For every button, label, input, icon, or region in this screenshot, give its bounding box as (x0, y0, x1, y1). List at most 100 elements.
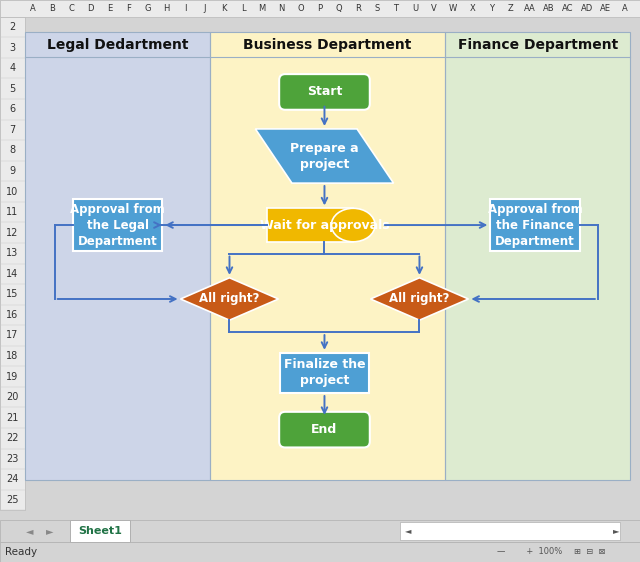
Text: ◄: ◄ (405, 527, 412, 536)
Text: 23: 23 (6, 454, 19, 464)
Text: 12: 12 (6, 228, 19, 238)
Text: Approval from
the Legal
Department: Approval from the Legal Department (70, 202, 165, 247)
Bar (25, 32, 209, 57)
Text: M: M (259, 4, 266, 13)
Bar (209, 32, 445, 481)
Text: 17: 17 (6, 330, 19, 341)
Bar (0, 542, 640, 562)
Text: 14: 14 (6, 269, 19, 279)
Text: 10: 10 (6, 187, 19, 197)
Polygon shape (371, 278, 468, 320)
Text: AB: AB (543, 4, 554, 13)
Text: U: U (412, 4, 418, 13)
Text: A: A (30, 4, 36, 13)
Text: Y: Y (489, 4, 494, 13)
Bar (209, 32, 445, 57)
Text: X: X (469, 4, 475, 13)
Text: ►: ► (46, 526, 54, 536)
Text: AD: AD (580, 4, 593, 13)
Text: AA: AA (524, 4, 536, 13)
Bar (73, 199, 163, 251)
Text: Prepare a
project: Prepare a project (290, 142, 359, 170)
Bar (445, 32, 630, 57)
Text: Start: Start (307, 85, 342, 98)
Polygon shape (180, 278, 278, 320)
Text: 22: 22 (6, 433, 19, 443)
Bar (25, 32, 209, 481)
Text: 9: 9 (10, 166, 15, 176)
Text: E: E (107, 4, 112, 13)
Text: Ready: Ready (5, 547, 37, 557)
Text: ◄: ◄ (26, 526, 34, 536)
Text: 4: 4 (10, 63, 15, 73)
Bar (0, 17, 25, 510)
Text: W: W (449, 4, 457, 13)
Text: Q: Q (335, 4, 342, 13)
Text: 18: 18 (6, 351, 19, 361)
Text: F: F (126, 4, 131, 13)
Text: P: P (317, 4, 322, 13)
Text: 7: 7 (10, 125, 15, 135)
Text: Business Department: Business Department (243, 38, 412, 52)
Text: All right?: All right? (199, 292, 260, 306)
Text: 21: 21 (6, 413, 19, 423)
Text: AE: AE (600, 4, 611, 13)
Text: 20: 20 (6, 392, 19, 402)
Text: All right?: All right? (389, 292, 450, 306)
Bar (209, 32, 445, 481)
Bar (280, 353, 369, 393)
FancyBboxPatch shape (279, 74, 370, 110)
Text: A: A (622, 4, 628, 13)
Text: Legal Dedartment: Legal Dedartment (47, 38, 188, 52)
Text: 16: 16 (6, 310, 19, 320)
Text: 2: 2 (10, 22, 15, 32)
Bar (25, 32, 630, 57)
Text: —        +  100%: — + 100% (497, 547, 563, 556)
Bar (267, 209, 353, 242)
Text: 19: 19 (6, 371, 19, 382)
Bar (400, 522, 620, 540)
Text: ►: ► (612, 527, 620, 536)
Text: J: J (204, 4, 206, 13)
Text: ⊞  ⊟  ⊠: ⊞ ⊟ ⊠ (574, 547, 605, 556)
Ellipse shape (332, 209, 375, 242)
FancyBboxPatch shape (279, 412, 370, 447)
Text: Z: Z (508, 4, 513, 13)
Text: Finalize the
project: Finalize the project (284, 359, 365, 387)
Bar (0, 0, 640, 17)
Text: AC: AC (562, 4, 573, 13)
Polygon shape (255, 129, 394, 183)
Text: 15: 15 (6, 289, 19, 300)
Bar (70, 520, 130, 542)
Text: End: End (311, 423, 338, 436)
Text: 11: 11 (6, 207, 19, 217)
Bar (25, 32, 209, 481)
Text: R: R (355, 4, 360, 13)
Text: B: B (49, 4, 55, 13)
Bar (445, 32, 630, 481)
Text: 13: 13 (6, 248, 19, 258)
Text: 3: 3 (10, 43, 15, 53)
Text: 24: 24 (6, 474, 19, 484)
Bar (490, 199, 580, 251)
Text: L: L (241, 4, 245, 13)
Text: Wait for approvals: Wait for approvals (260, 219, 389, 232)
Text: C: C (68, 4, 74, 13)
Text: D: D (87, 4, 93, 13)
Text: I: I (184, 4, 187, 13)
Text: S: S (374, 4, 380, 13)
Text: G: G (145, 4, 151, 13)
Bar (445, 32, 630, 481)
Text: V: V (431, 4, 437, 13)
Text: Finance Department: Finance Department (458, 38, 618, 52)
Text: 6: 6 (10, 105, 15, 114)
Text: Sheet1: Sheet1 (78, 526, 122, 536)
Text: T: T (394, 4, 398, 13)
Bar (0, 520, 640, 542)
Text: N: N (278, 4, 284, 13)
Text: K: K (221, 4, 227, 13)
Text: O: O (297, 4, 303, 13)
Text: H: H (163, 4, 170, 13)
Text: Approval from
the Finance
Department: Approval from the Finance Department (488, 202, 582, 247)
Text: 5: 5 (10, 84, 15, 94)
